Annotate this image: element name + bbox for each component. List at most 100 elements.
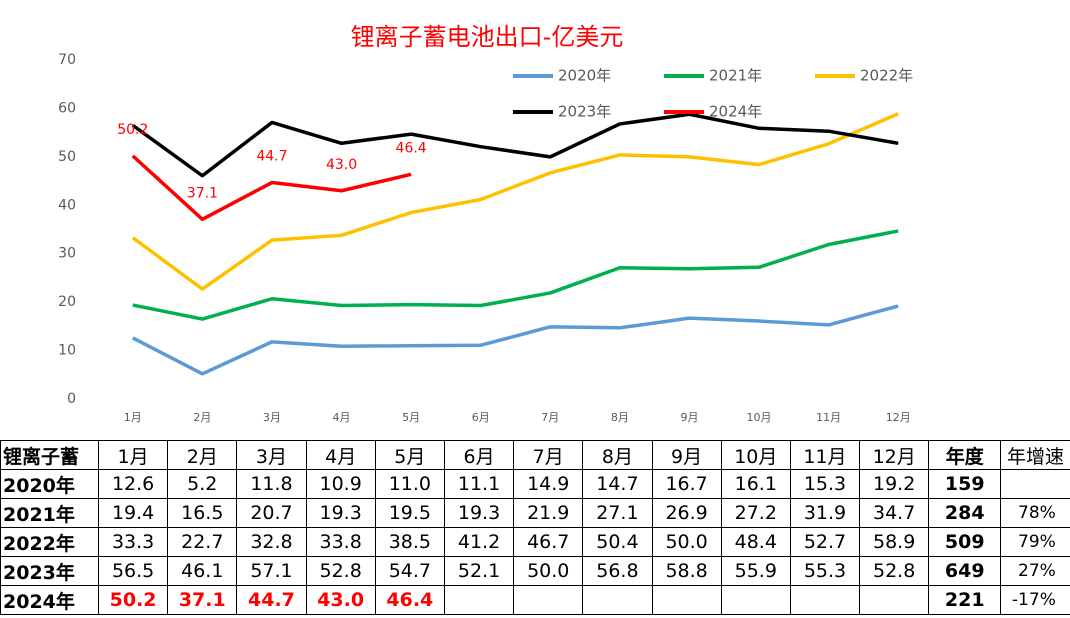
table-cell: 16.7 — [651, 469, 722, 499]
table-cell: 32.8 — [236, 527, 307, 557]
table-cell: 11月 — [789, 440, 861, 470]
table-cell: 27.1 — [582, 498, 653, 528]
legend-label: 2021年 — [709, 67, 762, 85]
data-table: 锂离子蓄 1月 2月 3月 4月 5月 6月 7月 8月 9月 10月 11月 12月 年度 年增速 2020… — [0, 440, 1070, 615]
table-cell: 2020年 — [0, 469, 99, 499]
table-cell: 2月 — [167, 440, 238, 470]
table-cell: 50.2 — [97, 585, 169, 615]
table-cell: 27.2 — [720, 498, 791, 528]
table-cell: 55.9 — [720, 556, 791, 586]
table-cell: 11.1 — [443, 469, 515, 499]
table-cell: 58.9 — [859, 527, 930, 557]
table-cell: 22.7 — [167, 527, 238, 557]
table-cell: 284 — [928, 498, 1002, 528]
table-cell — [1000, 469, 1070, 499]
table-cell: 19.3 — [443, 498, 515, 528]
table-row: 2024年 50.2 37.1 44.7 43.0 46.4 221 -17% — [0, 585, 1070, 615]
table-cell: 4月 — [305, 440, 376, 470]
table-cell: 2023年 — [0, 556, 99, 586]
series-line — [131, 112, 899, 178]
table-row: 锂离子蓄 1月 2月 3月 4月 5月 6月 7月 8月 9月 10月 11月 12月 年度 年增速 — [0, 440, 1070, 470]
x-tick-label: 4月 — [333, 411, 351, 424]
data-label: 37.1 — [187, 185, 218, 201]
table-row: 2022年 33.3 22.7 32.8 33.8 38.5 41.2 46.7 50.4 50.… — [0, 527, 1070, 557]
table-cell: 16.5 — [167, 498, 238, 528]
data-label: 50.2 — [117, 122, 148, 138]
table-cell: 509 — [928, 527, 1002, 557]
x-tick-label: 5月 — [402, 411, 420, 424]
table-cell: 52.8 — [859, 556, 930, 586]
x-tick-label: 3月 — [263, 411, 281, 424]
x-tick-label: 8月 — [611, 411, 629, 424]
table-cell — [859, 585, 930, 615]
legend-label: 2024年 — [709, 103, 762, 121]
table-cell: 56.5 — [97, 556, 169, 586]
table-cell: 79% — [1000, 527, 1070, 557]
series-line — [131, 112, 899, 291]
table-cell: 221 — [928, 585, 1002, 615]
x-tick-label: 11月 — [816, 411, 841, 424]
table-cell: 12.6 — [97, 469, 169, 499]
table-row: 2023年 56.5 46.1 57.1 52.8 54.7 52.1 50.0 56.8 58.… — [0, 556, 1070, 586]
table-cell: 年增速 — [1000, 440, 1070, 470]
legend-label: 2023年 — [558, 103, 611, 121]
table-cell: 649 — [928, 556, 1002, 586]
table-cell: 10.9 — [305, 469, 376, 499]
table-cell: 26.9 — [651, 498, 722, 528]
series-line — [131, 154, 412, 222]
table-cell: 7月 — [513, 440, 584, 470]
table-cell: 3月 — [236, 440, 307, 470]
table-cell: 50.4 — [582, 527, 653, 557]
table-cell: 50.0 — [513, 556, 584, 586]
table-cell: 57.1 — [236, 556, 307, 586]
table-cell: 55.3 — [789, 556, 861, 586]
chart-title: 锂离子蓄电池出口-亿美元 — [351, 23, 624, 51]
chart: 锂离子蓄电池出口-亿美元 0 10 20 30 40 50 60 70 1月 2月 3月 4月 5月 6月… — [58, 23, 913, 424]
table-cell: 5.2 — [167, 469, 238, 499]
table-cell: 19.4 — [97, 498, 169, 528]
table-cell: 14.7 — [582, 469, 653, 499]
x-tick-label: 12月 — [886, 411, 911, 424]
table-cell: 1月 — [97, 440, 169, 470]
y-tick-label: 50 — [58, 149, 76, 165]
table-cell: 21.9 — [513, 498, 584, 528]
table-cell: 年度 — [928, 440, 1002, 470]
table-cell: 27% — [1000, 556, 1070, 586]
table-cell: 46.4 — [374, 585, 445, 615]
table-cell: 52.8 — [305, 556, 376, 586]
table-cell: 16.1 — [720, 469, 791, 499]
table-cell: 56.8 — [582, 556, 653, 586]
x-tick-label: 9月 — [680, 411, 698, 424]
y-tick-label: 40 — [58, 197, 76, 213]
table-row: 2020年 12.6 5.2 11.8 10.9 11.0 11.1 14.9 14.7 16.7… — [0, 469, 1070, 499]
data-label: 43.0 — [326, 157, 357, 173]
x-tick-label: 6月 — [472, 411, 490, 424]
table-cell: 19.3 — [305, 498, 376, 528]
table-cell: 46.7 — [513, 527, 584, 557]
table-cell — [443, 585, 515, 615]
table-cell: 33.3 — [97, 527, 169, 557]
table-cell: -17% — [1000, 585, 1070, 615]
table-cell — [789, 585, 861, 615]
legend-label: 2022年 — [860, 67, 913, 85]
y-tick-label: 30 — [58, 246, 76, 262]
table-cell: 43.0 — [305, 585, 376, 615]
x-tick-label: 10月 — [747, 411, 772, 424]
table-cell: 48.4 — [720, 527, 791, 557]
y-tick-label: 20 — [58, 294, 76, 310]
y-tick-label: 0 — [67, 391, 76, 407]
x-tick-label: 2月 — [193, 411, 211, 424]
table-cell: 11.8 — [236, 469, 307, 499]
table-cell: 37.1 — [167, 585, 238, 615]
y-tick-label: 60 — [58, 100, 76, 116]
table-cell: 52.1 — [443, 556, 515, 586]
table-cell: 46.1 — [167, 556, 238, 586]
data-label: 44.7 — [256, 149, 287, 165]
table-cell: 44.7 — [236, 585, 307, 615]
table-cell: 2021年 — [0, 498, 99, 528]
table-cell: 34.7 — [859, 498, 930, 528]
table-cell: 6月 — [443, 440, 515, 470]
table-cell: 10月 — [720, 440, 791, 470]
table-row: 2021年 19.4 16.5 20.7 19.3 19.5 19.3 21.9 27.1 26.… — [0, 498, 1070, 528]
table-cell: 58.8 — [651, 556, 722, 586]
